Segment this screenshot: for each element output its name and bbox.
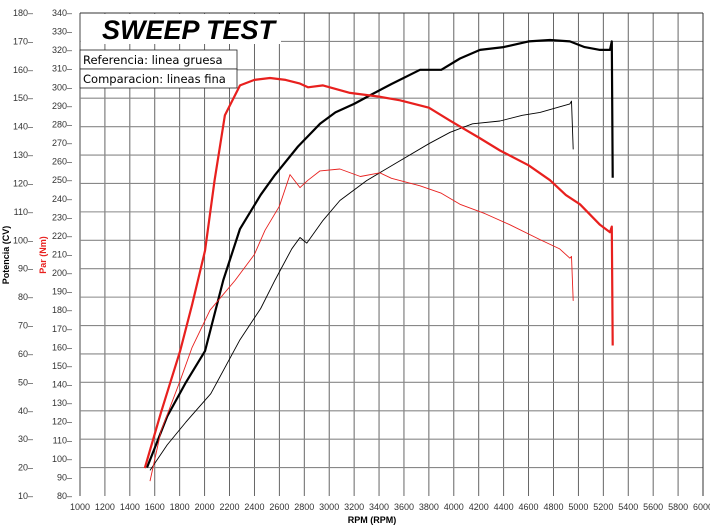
y-tick-label-torque: 160– [52, 342, 72, 352]
y-tick-label-torque: 100– [52, 454, 72, 464]
y-tick-label-power: 160– [13, 65, 33, 75]
x-tick-label: 3600 [394, 502, 414, 512]
x-tick-label: 2400 [244, 502, 264, 512]
x-tick-label: 2800 [294, 502, 314, 512]
y-tick-label-power: 180– [13, 8, 33, 18]
legend-reference: Referencia: linea gruesa [83, 53, 223, 67]
y-axis-label-power: Potencia (CV) [1, 226, 11, 285]
x-tick-label: 5200 [593, 502, 613, 512]
y-tick-label-torque: 280– [52, 119, 72, 129]
y-tick-label-torque: 230– [52, 212, 72, 222]
y-tick-label-torque: 340– [52, 8, 72, 18]
title-box [81, 14, 281, 44]
x-tick-label: 1200 [95, 502, 115, 512]
y-tick-label-torque: 310– [52, 64, 72, 74]
y-tick-label-power: 140– [13, 122, 33, 132]
y-tick-label-torque: 150– [52, 361, 72, 371]
x-tick-label: 3800 [419, 502, 439, 512]
y-tick-label-power: 20– [18, 463, 33, 473]
y-tick-label-power: 170– [13, 36, 33, 46]
power-thin-line [149, 100, 574, 471]
x-tick-label: 2200 [220, 502, 240, 512]
x-tick-label: 4000 [444, 502, 464, 512]
x-tick-label: 4200 [469, 502, 489, 512]
series-lines [143, 38, 614, 482]
chart-title: SWEEP TEST [102, 15, 278, 45]
y-tick-label-torque: 270– [52, 138, 72, 148]
y-tick-label-torque: 250– [52, 175, 72, 185]
axis-ticks: 1000 1200 1400 1600 1800 2000 2200 2400 2600 2800… [13, 8, 710, 512]
y-tick-label-power: 110– [14, 207, 33, 217]
y-tick-label-torque: 140– [52, 380, 72, 390]
y-tick-label-power: 130– [13, 150, 33, 160]
y-tick-label-power: 70– [18, 321, 33, 331]
x-tick-label: 4400 [494, 502, 514, 512]
y-tick-label-torque: 300– [52, 82, 72, 92]
y-tick-label-torque: 130– [52, 398, 72, 408]
torque-thick-line [143, 76, 614, 469]
x-tick-label: 5000 [568, 502, 588, 512]
x-axis-label: RPM (RPM) [348, 515, 397, 525]
x-tick-label: 1400 [120, 502, 140, 512]
x-tick-label: 1600 [145, 502, 165, 512]
x-tick-label: 5800 [668, 502, 688, 512]
y-tick-label-torque: 220– [52, 231, 72, 241]
y-tick-label-power: 120– [13, 178, 33, 188]
y-tick-label-torque: 170– [52, 324, 72, 334]
x-tick-label: 5600 [643, 502, 663, 512]
y-tick-label-torque: 210– [52, 250, 72, 260]
y-tick-label-power: 60– [18, 349, 33, 359]
x-tick-label: 1800 [170, 502, 190, 512]
y-tick-label-torque: 320– [52, 45, 72, 55]
x-tick-label: 5400 [618, 502, 638, 512]
legend: Referencia: linea gruesa Comparacion: li… [79, 49, 238, 89]
y-tick-label-power: 150– [13, 93, 33, 103]
y-tick-label-power: 40– [18, 406, 33, 416]
y-tick-label-power: 30– [18, 434, 33, 444]
y-tick-label-torque: 290– [52, 101, 72, 111]
y-tick-label-torque: 190– [52, 287, 72, 297]
y-tick-label-power: 10– [18, 491, 33, 501]
x-tick-label: 3000 [319, 502, 339, 512]
torque-thin-line [149, 168, 574, 482]
y-tick-label-torque: 200– [52, 268, 72, 278]
y-tick-label-torque: 260– [52, 157, 72, 167]
power-thick-line [145, 38, 614, 469]
y-tick-label-power: 100– [13, 235, 33, 245]
y-tick-label-torque: 240– [52, 194, 72, 204]
legend-comparison: Comparacion: lineas fina [83, 72, 226, 86]
x-tick-label: 6000 [693, 502, 710, 512]
x-tick-label: 2000 [195, 502, 215, 512]
x-tick-label: 1000 [70, 502, 90, 512]
y-tick-label-torque: 180– [52, 305, 72, 315]
y-tick-label-power: 90– [18, 264, 33, 274]
x-tick-label: 4600 [519, 502, 539, 512]
x-tick-label: 3200 [344, 502, 364, 512]
y-tick-label-torque: 90– [57, 472, 72, 482]
y-tick-label-torque: 330– [52, 27, 72, 37]
x-tick-label: 3400 [369, 502, 389, 512]
y-tick-label-torque: 120– [52, 417, 72, 427]
y-tick-label-power: 50– [18, 377, 33, 387]
x-tick-label: 2600 [269, 502, 289, 512]
y-tick-label-torque: 110– [53, 435, 72, 445]
y-axis-label-torque: Par (Nm) [38, 236, 48, 274]
y-tick-label-power: 80– [18, 292, 33, 302]
y-tick-label-torque: 80– [57, 491, 72, 501]
x-tick-label: 4800 [543, 502, 563, 512]
